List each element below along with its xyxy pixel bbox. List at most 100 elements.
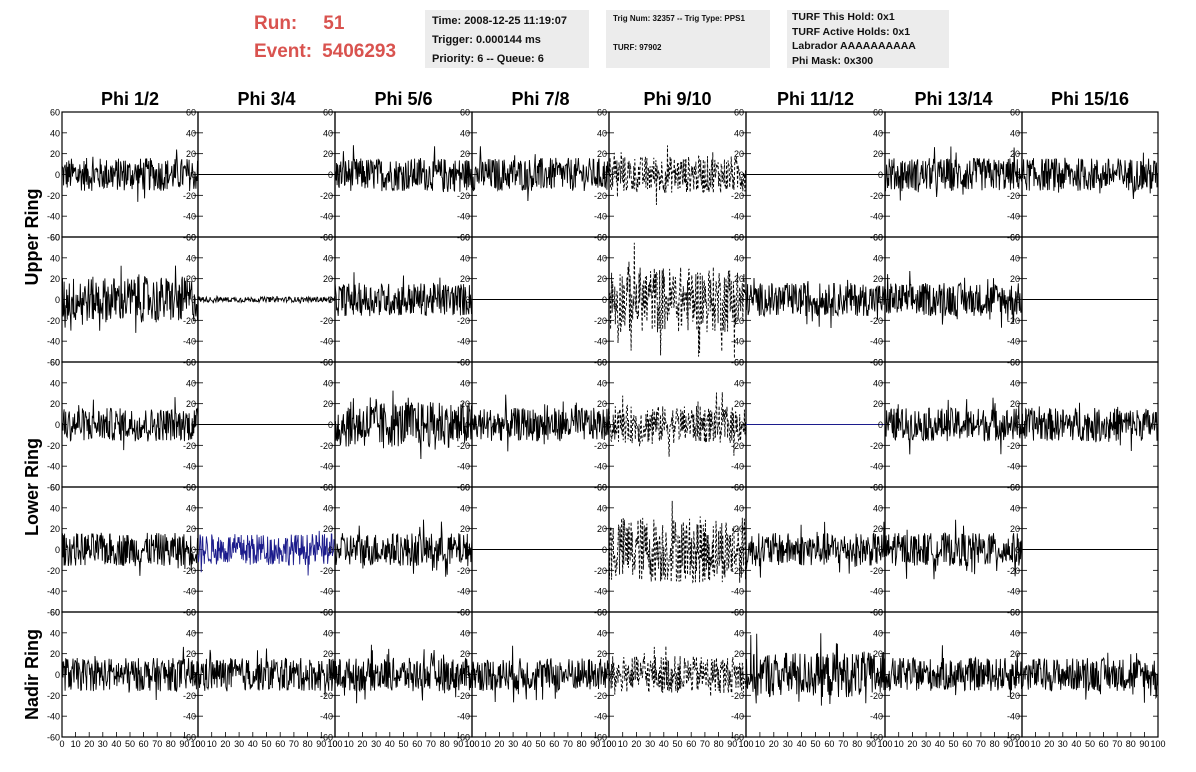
panel-frame-r3-c5 [608,361,747,488]
y-tick-label: -20 [457,191,470,201]
y-tick-label: 60 [597,108,607,118]
waveform-trace-r3-c8 [1021,402,1159,452]
trig-num-text: Trig Num: 32357 -- Trig Type: PPS1 [613,14,745,23]
column-title-1: Phi 1/2 [101,89,159,109]
time-text: Time: 2008-12-25 11:19:07 [432,15,567,27]
y-tick-label: -60 [731,733,744,743]
y-tick-label: 40 [734,128,744,138]
y-tick-label: 20 [186,399,196,409]
y-tick-label: -40 [457,337,470,347]
y-tick-label: 60 [597,358,607,368]
y-tick-label: 60 [460,108,470,118]
y-tick-label: -40 [183,212,196,222]
y-tick-label: 60 [50,608,60,618]
y-tick-label: -20 [1007,566,1020,576]
y-tick-label: -40 [320,712,333,722]
waveform-trace-r2-c5 [608,242,747,359]
x-tick-label: 70 [563,739,573,749]
x-tick-label: 30 [921,739,931,749]
y-tick-label: 60 [186,608,196,618]
y-tick-label: 20 [597,274,607,284]
y-tick-label: -60 [47,483,60,493]
waveform-trace-r1-c1 [61,149,199,202]
x-tick-label: 70 [426,739,436,749]
y-tick-label: 60 [460,483,470,493]
y-tick-label: 0 [602,670,607,680]
y-tick-label: -20 [183,691,196,701]
x-tick-label: 50 [398,739,408,749]
row-group-label-3: Nadir Ring [22,629,42,720]
y-tick-label: 20 [1010,399,1020,409]
y-tick-label: 60 [460,233,470,243]
y-tick-label: -40 [47,712,60,722]
y-tick-label: 0 [878,545,883,555]
waveform-trace-r3-c4 [471,394,610,452]
x-tick-label: 10 [71,739,81,749]
waveform-trace-r4-c7 [884,519,1023,580]
y-tick-label: -40 [320,587,333,597]
y-tick-label: 40 [1010,378,1020,388]
y-tick-label: 0 [328,545,333,555]
waveform-trace-r3-c7 [884,397,1023,455]
y-tick-label: 40 [323,503,333,513]
x-tick-label: 20 [631,739,641,749]
y-tick-label: -20 [731,191,744,201]
y-tick-label: 0 [1015,295,1020,305]
y-tick-label: -40 [594,587,607,597]
y-tick-label: -20 [731,566,744,576]
x-tick-label: 0 [59,739,64,749]
row-group-label-2: Lower Ring [22,438,42,536]
y-tick-label: 20 [873,149,883,159]
y-tick-label: 40 [597,378,607,388]
x-tick-label: 20 [1044,739,1054,749]
y-tick-label: -20 [1007,316,1020,326]
y-tick-label: 20 [734,274,744,284]
x-tick-label: 90 [1003,739,1013,749]
y-tick-label: 60 [50,483,60,493]
y-tick-label: -40 [183,462,196,472]
waveform-trace-r4-c1 [61,532,199,576]
y-tick-label: -20 [183,191,196,201]
y-tick-label: -40 [870,462,883,472]
y-tick-label: 0 [878,420,883,430]
x-tick-label: 30 [508,739,518,749]
x-tick-label: 100 [601,739,616,749]
trigger-text: Trigger: 0.000144 ms [432,34,541,46]
y-tick-label: -20 [47,691,60,701]
y-tick-label: 40 [1010,128,1020,138]
x-tick-label: 90 [590,739,600,749]
x-tick-label: 90 [316,739,326,749]
phi-mask-text: Phi Mask: 0x300 [792,54,874,67]
y-tick-label: -40 [594,712,607,722]
y-tick-label: -60 [47,358,60,368]
y-tick-label: 60 [1010,108,1020,118]
x-tick-label: 10 [618,739,628,749]
y-tick-label: 0 [55,545,60,555]
y-tick-label: -40 [183,712,196,722]
waveform-trace-r5-c1 [61,646,199,701]
y-tick-label: -40 [457,587,470,597]
y-tick-label: 0 [55,420,60,430]
waveform-trace-r3-c1 [61,397,199,451]
y-tick-label: -40 [870,587,883,597]
y-tick-label: 40 [873,628,883,638]
y-tick-label: -20 [731,691,744,701]
x-tick-label: 70 [976,739,986,749]
x-tick-label: 90 [1139,739,1149,749]
waveform-trace-r2-c7 [884,270,1023,328]
y-tick-label: 0 [465,420,470,430]
y-tick-label: -20 [1007,441,1020,451]
y-tick-label: 0 [739,295,744,305]
y-tick-label: -20 [870,691,883,701]
column-title-4: Phi 7/8 [511,89,569,109]
y-tick-label: 20 [873,524,883,534]
column-title-2: Phi 3/4 [237,89,295,109]
y-tick-label: -20 [457,691,470,701]
x-tick-label: 100 [1014,739,1029,749]
time-trigger-info-box: Time: 2008-12-25 11:19:07 Trigger: 0.000… [425,10,589,68]
y-tick-label: 20 [323,274,333,284]
y-tick-label: 20 [186,149,196,159]
y-tick-label: -20 [47,441,60,451]
y-tick-label: 40 [460,378,470,388]
x-tick-label: 20 [769,739,779,749]
